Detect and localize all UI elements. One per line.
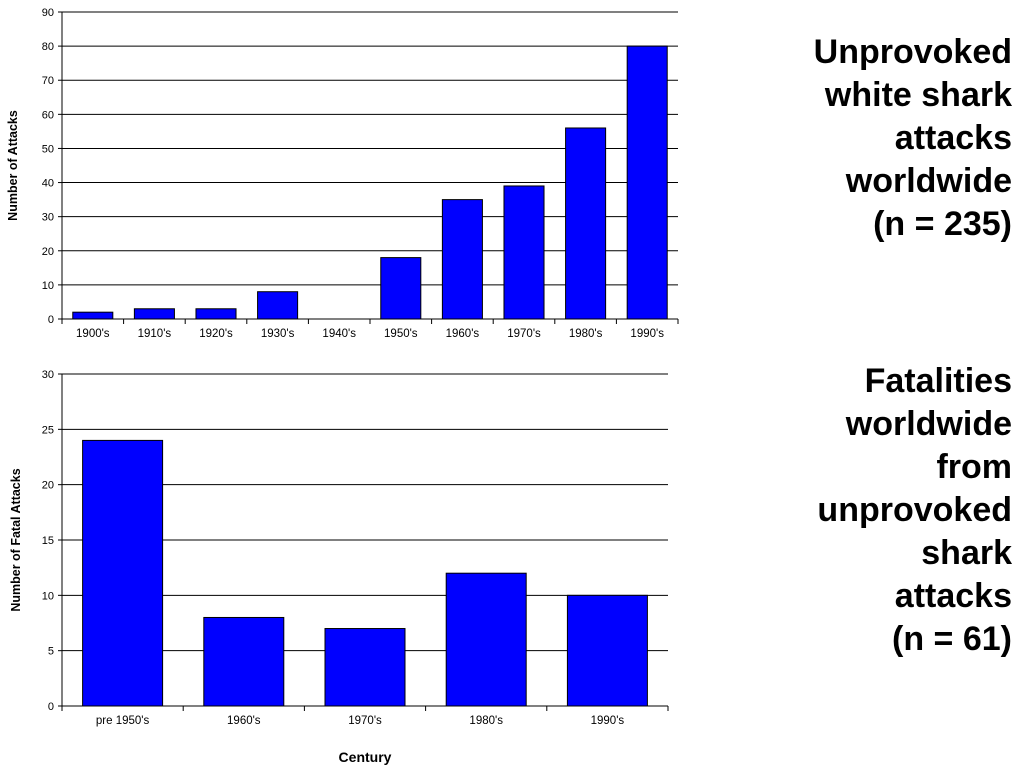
- bar: [257, 291, 299, 320]
- y-tick-label: 20: [42, 480, 54, 492]
- fatalities-caption: Fatalities worldwide from unprovoked shark at…: [712, 360, 1012, 661]
- bar: [565, 127, 607, 320]
- x-tick-label: pre 1950's: [96, 715, 150, 727]
- y-tick-label: 25: [42, 424, 54, 436]
- x-tick-label: 1960's: [446, 328, 480, 340]
- x-tick-label: 1920's: [199, 328, 233, 340]
- x-tick-label: 1900's: [76, 328, 110, 340]
- fatalities-chart: 0 5 10 15 20 25 30 pre 1950's 1960's 1970's 1980's…: [9, 369, 669, 765]
- bar: [203, 616, 285, 707]
- x-tick-label: 1950's: [384, 328, 418, 340]
- y-tick-label: 30: [42, 369, 54, 381]
- y-tick-label: 0: [48, 314, 54, 326]
- fatalities-caption-line: shark: [921, 534, 1012, 572]
- x-tick-label: 1960's: [227, 715, 261, 727]
- x-tick-label: 1940's: [322, 328, 356, 340]
- x-tick-label: 1980's: [469, 715, 503, 727]
- bar: [441, 199, 483, 320]
- fatalities-caption-line: Fatalities: [864, 362, 1012, 400]
- attacks-caption-line: (n = 235): [873, 205, 1012, 243]
- y-tick-label: 80: [42, 41, 54, 53]
- y-axis-label: Number of Attacks: [6, 110, 20, 221]
- y-tick-label: 10: [42, 590, 54, 602]
- bar: [133, 308, 175, 320]
- x-tick-label: 1910's: [138, 328, 172, 340]
- bar: [503, 185, 545, 320]
- x-tick-label: 1970's: [348, 715, 382, 727]
- y-tick-label: 90: [42, 7, 54, 19]
- x-tick-label: 1980's: [569, 328, 603, 340]
- bar: [380, 257, 422, 320]
- attacks-caption-line: Unprovoked: [813, 33, 1012, 71]
- bar: [445, 572, 527, 707]
- y-tick-label: 50: [42, 143, 54, 155]
- fatalities-caption-line: from: [936, 448, 1012, 486]
- fatalities-caption-line: unprovoked: [817, 491, 1012, 529]
- x-axis-label: Century: [339, 749, 392, 765]
- bar: [566, 594, 648, 707]
- y-tick-label: 5: [48, 646, 54, 658]
- x-tick-label: 1990's: [630, 328, 664, 340]
- fatalities-caption-line: (n = 61): [892, 620, 1012, 658]
- y-tick-label: 60: [42, 109, 54, 121]
- y-tick-label: 10: [42, 280, 54, 292]
- bar: [195, 308, 237, 320]
- y-tick-label: 30: [42, 212, 54, 224]
- y-tick-label: 70: [42, 75, 54, 87]
- bar: [626, 45, 668, 320]
- x-tick-label: 1970's: [507, 328, 541, 340]
- y-axis-label: Number of Fatal Attacks: [9, 468, 23, 611]
- bar: [72, 311, 114, 320]
- x-tick-label: 1930's: [261, 328, 295, 340]
- attacks-caption-line: attacks: [894, 119, 1012, 157]
- y-tick-label: 20: [42, 246, 54, 258]
- y-tick-label: 0: [48, 701, 54, 713]
- x-tick-label: 1990's: [591, 715, 625, 727]
- bar: [82, 439, 164, 707]
- attacks-caption-line: white shark: [824, 76, 1012, 114]
- fatalities-caption-line: worldwide: [845, 405, 1012, 443]
- y-tick-label: 40: [42, 178, 54, 190]
- y-tick-label: 15: [42, 535, 54, 547]
- bar: [324, 628, 406, 707]
- attacks-chart: 0 10 20 30 40 50 60 70 80 90 1900's 1910's 1920's 193…: [6, 7, 679, 340]
- attacks-caption-line: worldwide: [845, 162, 1012, 200]
- fatalities-caption-line: attacks: [894, 577, 1012, 615]
- attacks-caption: Unprovoked white shark attacks worldwide (n …: [712, 31, 1012, 246]
